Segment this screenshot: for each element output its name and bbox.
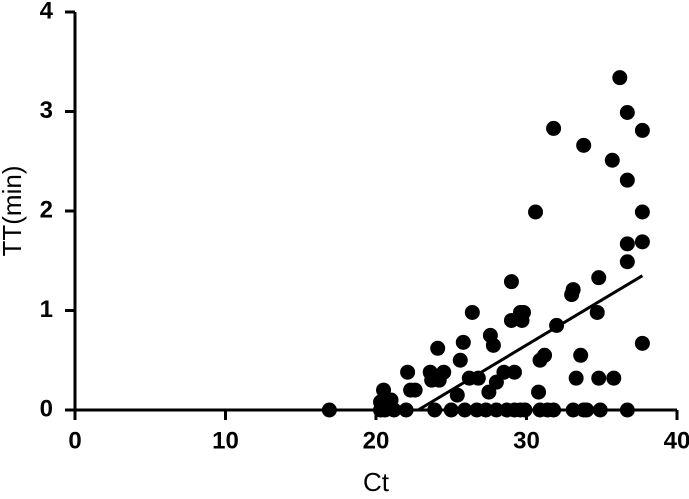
point [565, 402, 581, 418]
x-tick-label: 20 [363, 427, 390, 454]
x-tick-label: 0 [68, 427, 81, 454]
fit-line [417, 274, 644, 412]
y-tick-label: 2 [40, 196, 53, 223]
point [443, 402, 459, 418]
point [591, 370, 607, 386]
point [517, 402, 533, 418]
point [568, 370, 584, 386]
point [619, 402, 635, 418]
y-axis-label: TT(min) [0, 166, 27, 257]
point [579, 402, 595, 418]
point [478, 402, 494, 418]
y-tick-label: 1 [40, 296, 53, 323]
point [606, 370, 622, 386]
y-tick-label: 0 [40, 395, 53, 422]
point [496, 364, 512, 380]
point [452, 352, 468, 368]
y-tick-label: 3 [40, 97, 53, 124]
point [407, 382, 423, 398]
point [506, 364, 522, 380]
point [377, 402, 393, 418]
point [565, 282, 581, 298]
point [485, 337, 501, 353]
point [576, 137, 592, 153]
point [488, 402, 504, 418]
x-axis-label: Ct [363, 467, 390, 497]
point [400, 364, 416, 380]
point [470, 370, 486, 386]
point [431, 372, 447, 388]
x-tick-label: 40 [664, 427, 689, 454]
y-tick-label: 4 [40, 0, 54, 24]
point [589, 304, 605, 320]
point [634, 122, 650, 138]
point [514, 312, 530, 328]
point [619, 172, 635, 188]
point [321, 402, 337, 418]
point [449, 387, 465, 403]
point [537, 347, 553, 363]
point [503, 274, 519, 290]
point [430, 340, 446, 356]
point [546, 402, 562, 418]
point [619, 236, 635, 252]
point [398, 402, 414, 418]
point [573, 347, 589, 363]
point [427, 402, 443, 418]
point [464, 304, 480, 320]
point [592, 402, 608, 418]
point [619, 254, 635, 270]
x-tick-label: 30 [513, 427, 540, 454]
point [528, 204, 544, 220]
point [546, 120, 562, 136]
point [634, 234, 650, 250]
point [634, 204, 650, 220]
point [619, 104, 635, 120]
point [604, 152, 620, 168]
point [531, 384, 547, 400]
point [634, 335, 650, 351]
point [457, 402, 473, 418]
point [591, 270, 607, 286]
x-tick-label: 10 [212, 427, 239, 454]
point [455, 334, 471, 350]
point [612, 70, 628, 86]
